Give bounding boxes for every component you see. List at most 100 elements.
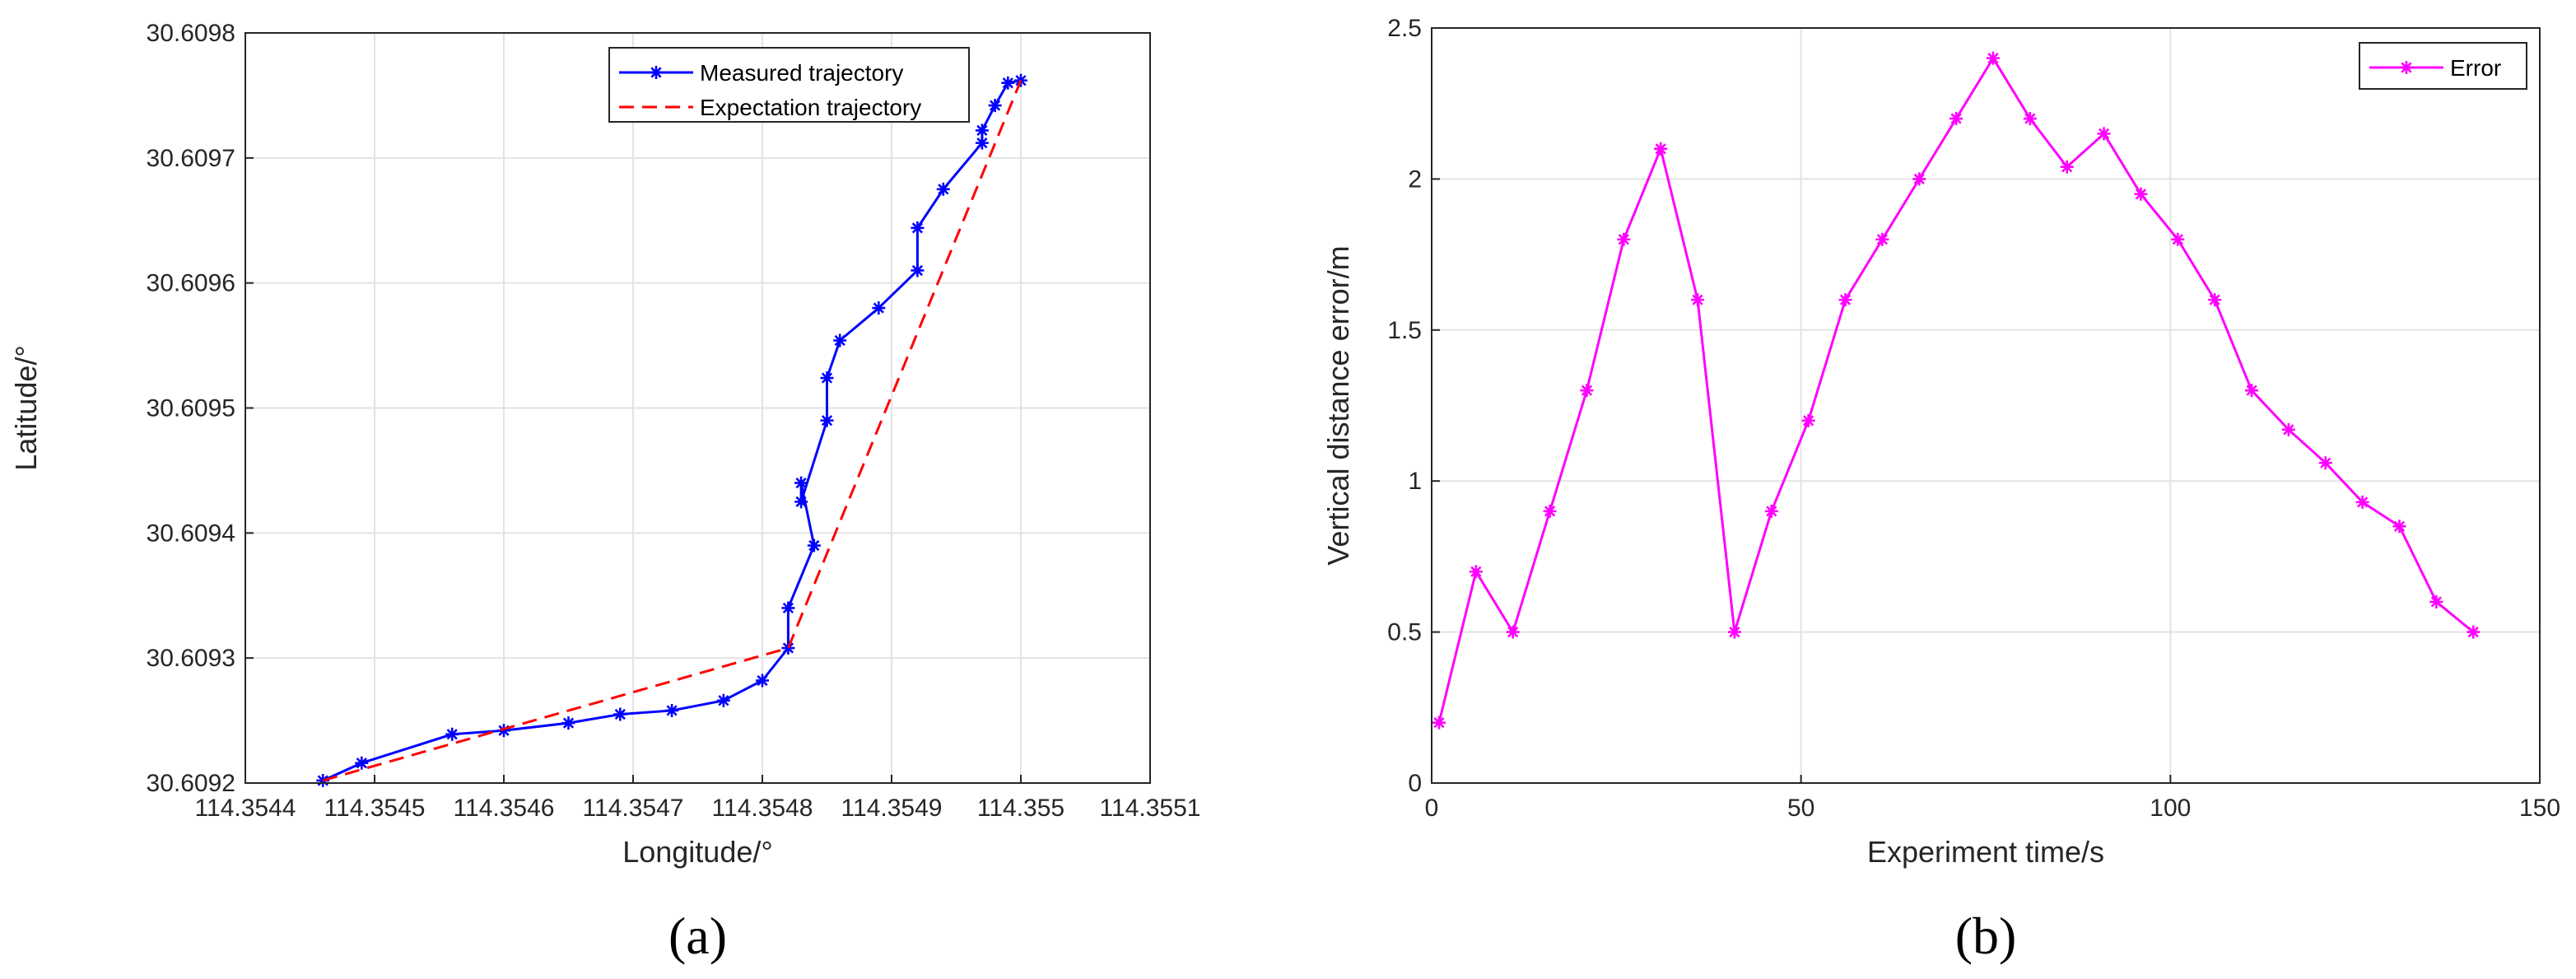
chart-b-legend-label: Error xyxy=(2450,55,2501,81)
chart-a-legend-box xyxy=(608,47,970,123)
chart-b-data-point xyxy=(1949,112,1963,126)
chart-b-data-point-stroke xyxy=(1655,143,1666,155)
chart-a-legend-marker xyxy=(650,66,663,79)
chart-b-data-point xyxy=(1543,504,1557,518)
chart-b-data-point-stroke xyxy=(2098,128,2110,139)
chart-a-ytick-label: 30.6094 xyxy=(147,520,235,547)
chart-b-data-point-stroke xyxy=(1692,294,1703,305)
chart-b-data-point-stroke xyxy=(1987,53,1999,64)
chart-b-data-point-stroke xyxy=(1913,173,1925,185)
chart-b-series-line-0 xyxy=(1437,55,2475,723)
chart-b-data-point-stroke xyxy=(1433,717,1445,729)
chart-b-xtick-label: 0 xyxy=(1425,795,1439,822)
chart-b-x-axis-label: Experiment time/s xyxy=(1867,835,2104,869)
chart-a-data-point-stroke xyxy=(808,539,820,552)
chart-b-data-point-stroke xyxy=(1470,566,1482,577)
chart-a-data-point-stroke xyxy=(782,642,794,654)
chart-b-data-point xyxy=(2429,594,2443,608)
chart-a-data-point-stroke xyxy=(1002,77,1013,89)
chart-a-legend-label: Measured trajectory xyxy=(700,60,903,86)
chart-b-data-point xyxy=(1986,51,2000,65)
chart-a-data-point-stroke xyxy=(976,124,988,137)
chart-a-legend-marker-stroke xyxy=(650,67,662,78)
chart-a-data-point-stroke xyxy=(821,415,833,427)
chart-a-ytick-label: 30.6096 xyxy=(147,270,235,297)
chart-b-data-point xyxy=(1727,625,1741,639)
chart-b-data-point-stroke xyxy=(2246,385,2257,396)
chart-a-data-point-stroke xyxy=(911,264,924,277)
chart-b-data-point-stroke xyxy=(1507,626,1519,638)
chart-a-series-line-1 xyxy=(322,80,1022,782)
chart-a-data-point-stroke xyxy=(873,302,884,314)
chart-a-data-point xyxy=(975,124,989,138)
chart-a-data-point xyxy=(613,707,627,721)
chart-a-xtick-label: 114.3551 xyxy=(1100,795,1201,822)
chart-b-data-point-stroke xyxy=(2283,424,2294,436)
chart-a-data-point-stroke xyxy=(614,708,626,720)
chart-a-data-point xyxy=(911,263,925,277)
chart-b-data-point xyxy=(1654,142,1668,156)
chart-a-data-point xyxy=(1014,73,1027,87)
chart-b-data-point-stroke xyxy=(2320,457,2331,469)
chart-b-data-point xyxy=(2134,187,2148,201)
chart-b-data-point-stroke xyxy=(1544,506,1556,517)
chart-b-data-point-stroke xyxy=(2061,161,2073,173)
chart-a-series-line-0 xyxy=(322,79,1022,782)
chart-a-data-point-stroke xyxy=(795,496,807,507)
chart-a-data-point xyxy=(911,221,925,235)
chart-b-data-point xyxy=(1801,413,1815,427)
chart-b-ytick-label: 1.5 xyxy=(1387,317,1422,344)
chart-a-data-point xyxy=(833,333,847,347)
chart-b-data-point xyxy=(2467,625,2481,639)
chart-b-data-point xyxy=(1617,232,1631,246)
chart-a-data-point-stroke xyxy=(911,222,924,234)
chart-a-data-point xyxy=(561,716,575,730)
chart-b-data-point-stroke xyxy=(2430,596,2442,608)
chart-a-data-point xyxy=(820,413,834,427)
chart-b-data-point-stroke xyxy=(2209,294,2220,305)
chart-a-xtick-label: 114.3547 xyxy=(583,795,684,822)
chart-b-data-point xyxy=(1469,565,1483,579)
chart-a-trajectory: 114.3544 114.3545 114.3546 114.3547 114.3548… xyxy=(9,20,1200,965)
chart-b-ytick-label: 0.5 xyxy=(1387,619,1422,646)
chart-a-data-point-stroke xyxy=(562,717,575,729)
chart-b-data-point-stroke xyxy=(1618,234,1629,245)
chart-b-xtick-label: 100 xyxy=(2150,795,2191,822)
chart-b-data-point xyxy=(2208,293,2222,307)
chart-b-data-point-stroke xyxy=(2357,496,2369,508)
chart-a-data-point xyxy=(497,724,510,738)
chart-a-data-point-stroke xyxy=(718,695,729,706)
chart-b-data-point xyxy=(2097,127,2111,141)
chart-b-legend-box xyxy=(2359,42,2527,90)
chart-a-data-point xyxy=(975,136,989,150)
chart-a-data-point-stroke xyxy=(757,674,768,687)
chart-b-error: 0 50 100 150 0 0.5 1 1.5 2 2.5 Experiment time/s Ve… xyxy=(1321,15,2560,965)
chart-a-data-point xyxy=(794,476,808,490)
chart-a-data-point-stroke xyxy=(989,100,1001,111)
chart-b-data-point xyxy=(2023,112,2037,126)
chart-a-ytick-label: 30.6097 xyxy=(147,145,235,172)
chart-a-data-point-stroke xyxy=(938,184,949,195)
chart-b-data-point-stroke xyxy=(1766,506,1777,517)
chart-b-data-point-stroke xyxy=(1729,626,1740,638)
chart-b-data-point-stroke xyxy=(2135,189,2147,200)
chart-b-data-point-stroke xyxy=(1839,294,1852,305)
chart-a-legend: Measured trajectory Expectation trajector… xyxy=(608,47,970,123)
chart-a-data-point xyxy=(756,674,769,688)
chart-b-data-point xyxy=(2318,456,2332,470)
chart-a-ytick-label: 30.6092 xyxy=(147,770,235,797)
chart-b-data-point xyxy=(1838,293,1852,307)
chart-b-data-point xyxy=(1691,293,1705,307)
chart-b-data-point xyxy=(1875,232,1889,246)
chart-a-legend-label: Expectation trajectory xyxy=(700,95,921,120)
chart-b-data-point xyxy=(1912,172,1926,186)
chart-a-data-point-stroke xyxy=(795,477,807,489)
chart-a-xtick-label: 114.3548 xyxy=(712,795,813,822)
chart-a-ytick-label: 30.6095 xyxy=(147,395,235,422)
chart-a-data-point xyxy=(807,538,821,552)
chart-a-data-point-stroke xyxy=(834,334,845,347)
chart-a-data-point-stroke xyxy=(356,758,367,769)
chart-b-legend-marker-stroke xyxy=(2401,62,2412,73)
chart-a-data-point xyxy=(781,601,795,615)
